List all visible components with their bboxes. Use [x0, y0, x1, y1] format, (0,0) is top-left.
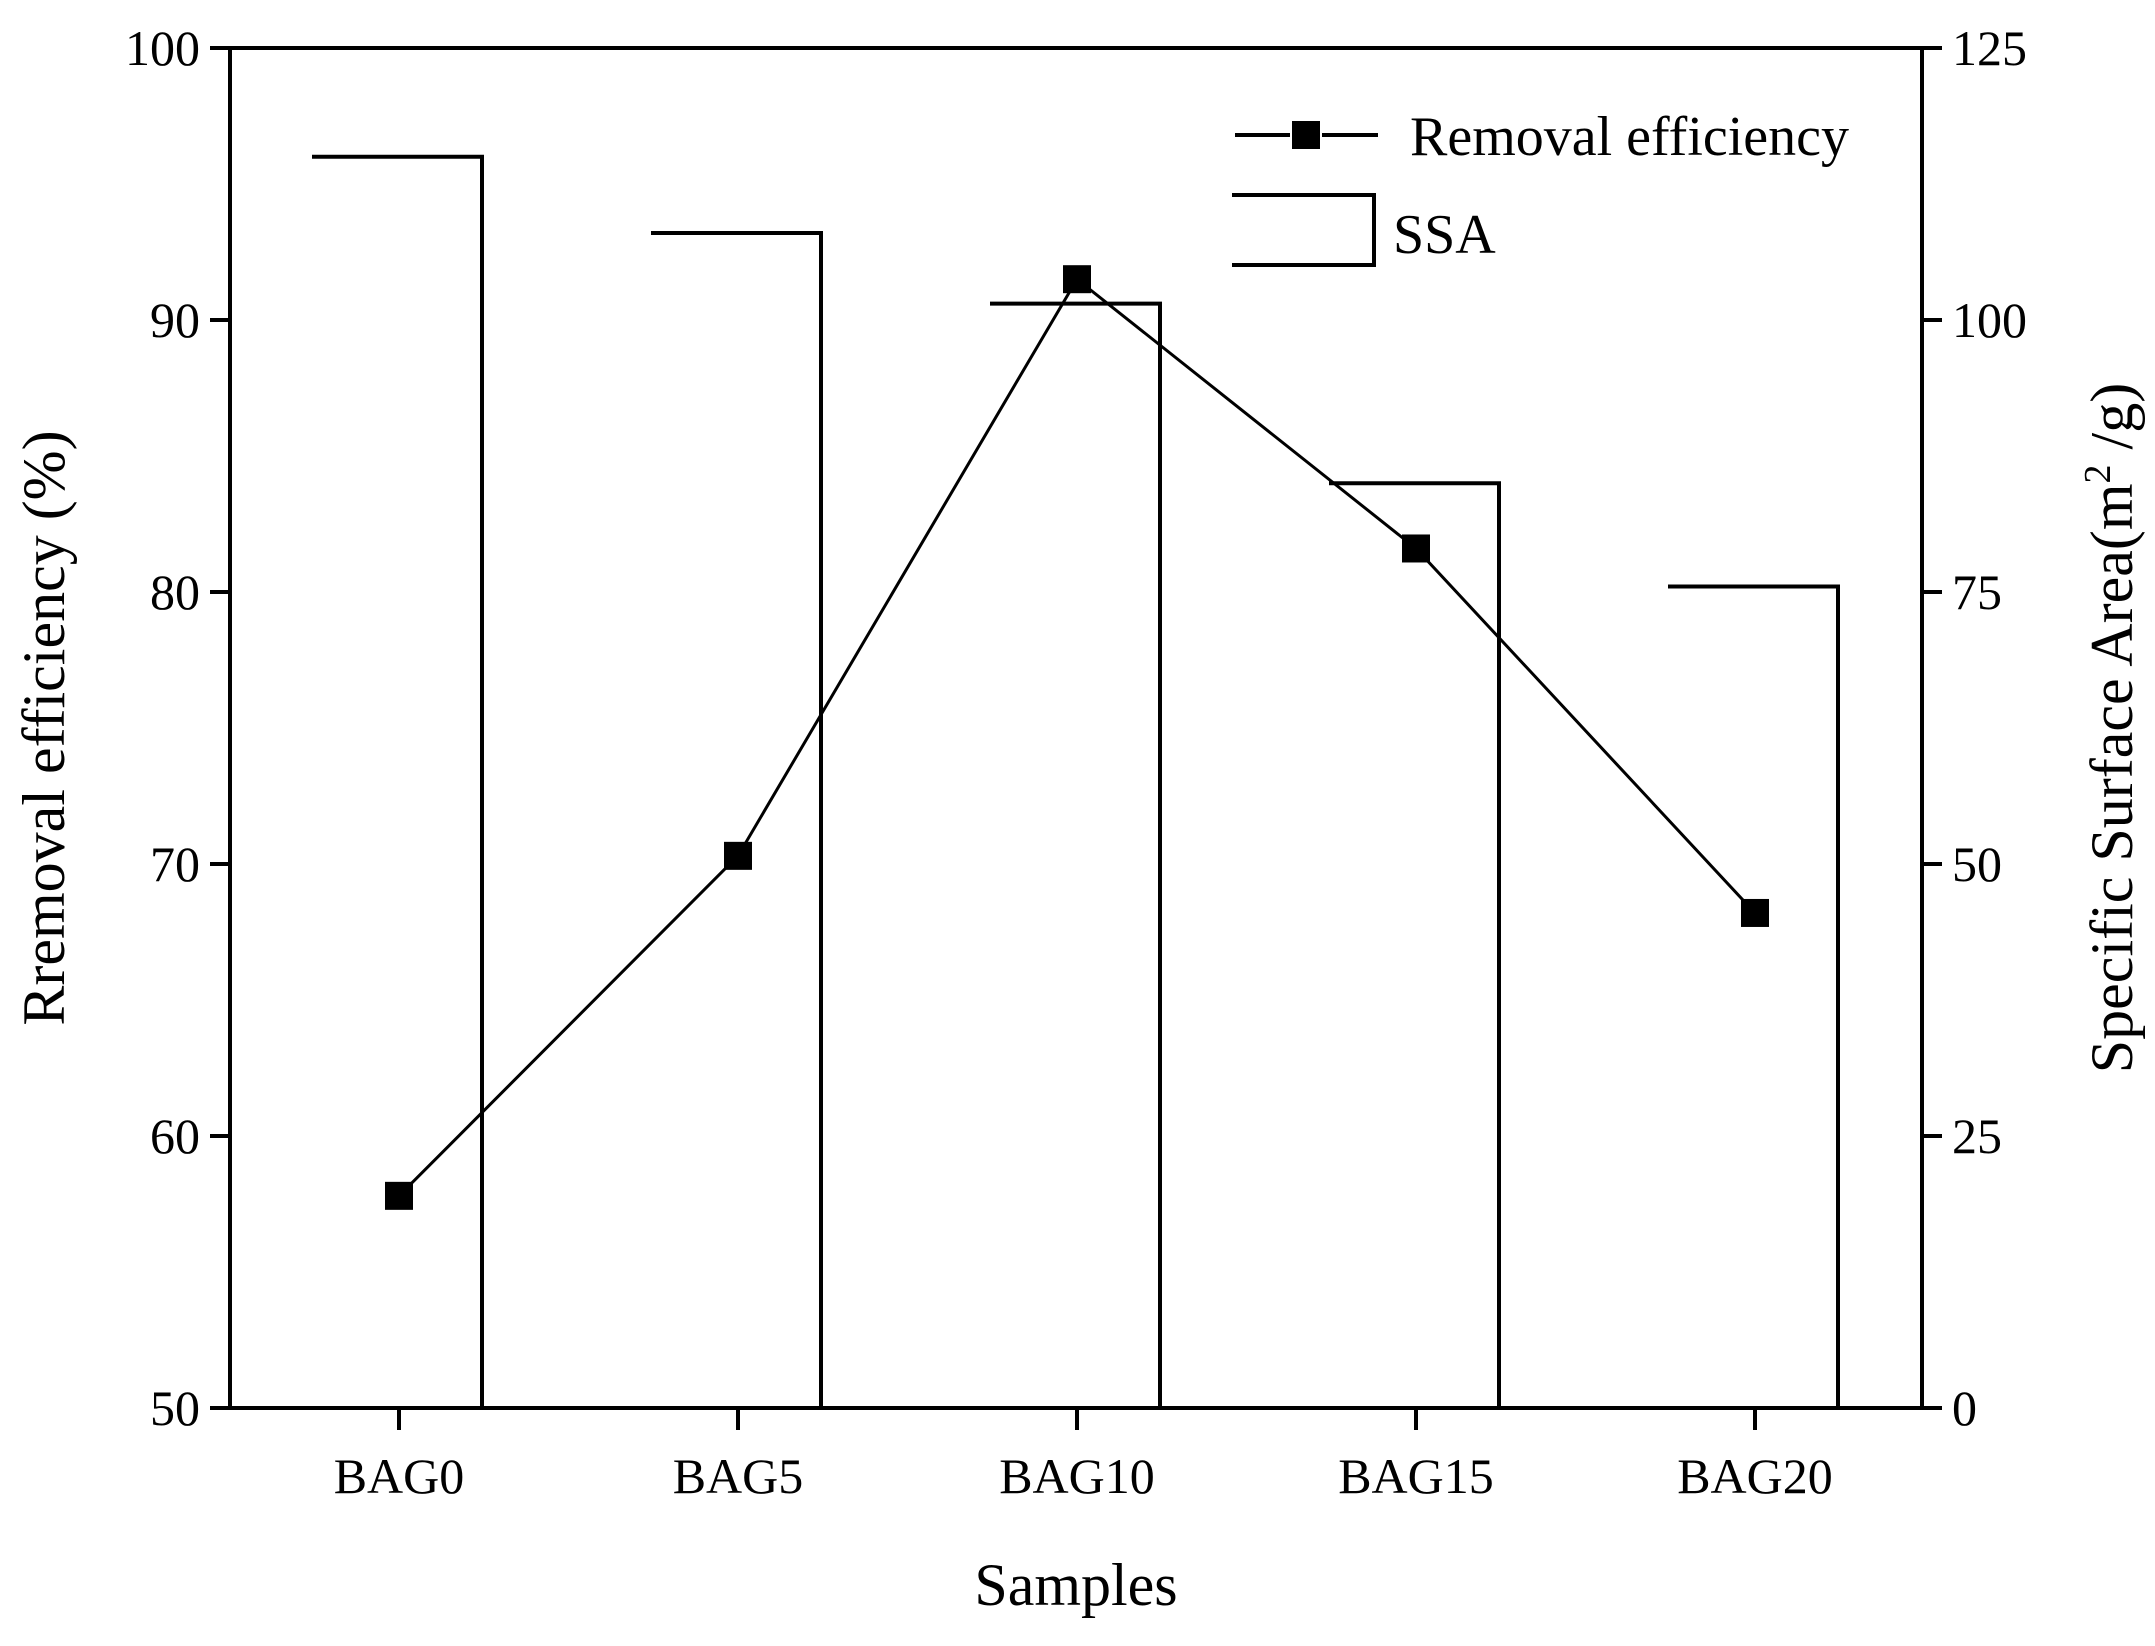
y-right-tick-label-0: 0	[1952, 1380, 1977, 1436]
y-left-tick-label-3: 80	[150, 564, 200, 620]
ssa-bar-bag20	[1668, 584, 1840, 1408]
x-tick-label-bag0: BAG0	[334, 1448, 465, 1504]
y-left-tick-label-5: 100	[125, 20, 200, 76]
axis-ticks: 50 60 70 80 90 100 0 25 50 75 100 125 BAG0 BAG5 BAG10 B…	[125, 20, 2027, 1504]
y-axis-right-title-suffix: /g)	[2079, 383, 2145, 465]
ssa-bar-bag10	[990, 301, 1162, 1408]
y-axis-right-title: Specific Surface Area(m2 /g)	[2077, 383, 2145, 1073]
ssa-bar-bag5	[651, 230, 823, 1408]
y-axis-right-title-prefix: Specific Surface Area(m	[2079, 483, 2145, 1073]
removal-efficiency-point-bag5	[724, 841, 752, 870]
y-left-tick-label-4: 90	[150, 292, 200, 348]
legend-bar-sample	[1232, 193, 1376, 267]
removal-efficiency-point-bag10	[1063, 265, 1091, 294]
x-tick-label-bag15: BAG15	[1338, 1448, 1494, 1504]
y-right-tick-label-1: 25	[1952, 1108, 2002, 1164]
y-right-tick-label-4: 100	[1952, 292, 2027, 348]
y-right-tick-label-5: 125	[1952, 20, 2027, 76]
legend-label-removal-efficiency: Removal efficiency	[1410, 106, 1849, 168]
x-tick-label-bag20: BAG20	[1677, 1448, 1833, 1504]
x-axis-title: Samples	[974, 1552, 1177, 1618]
ssa-bar-bag0	[312, 154, 484, 1408]
ssa-bars	[312, 154, 1840, 1408]
y-axis-right-title-superscript: 2	[2077, 464, 2119, 483]
removal-efficiency-point-bag0	[385, 1181, 413, 1210]
y-axis-left-title: Rremoval efficiency (%)	[11, 430, 77, 1025]
y-left-tick-label-1: 60	[150, 1108, 200, 1164]
removal-efficiency-point-bag20	[1741, 898, 1769, 927]
ssa-bar-bag15	[1329, 481, 1501, 1408]
y-right-tick-label-3: 75	[1952, 564, 2002, 620]
x-tick-label-bag5: BAG5	[673, 1448, 804, 1504]
x-tick-label-bag10: BAG10	[999, 1448, 1155, 1504]
removal-efficiency-point-bag15	[1402, 534, 1430, 563]
removal-efficiency-line	[385, 265, 1769, 1210]
legend-label-ssa: SSA	[1393, 204, 1496, 266]
legend: Removal efficiency SSA	[1232, 106, 1849, 267]
y-left-tick-label-0: 50	[150, 1380, 200, 1436]
y-left-tick-label-2: 70	[150, 836, 200, 892]
y-right-tick-label-2: 50	[1952, 836, 2002, 892]
legend-square-marker	[1292, 121, 1320, 149]
